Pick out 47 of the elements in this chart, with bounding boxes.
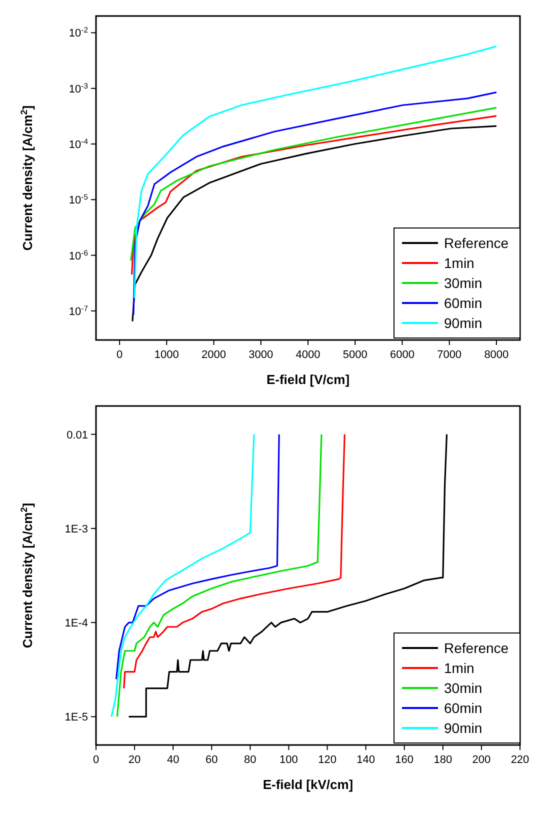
x-tick-label: 0 <box>92 754 100 766</box>
x-tick-label: 80 <box>244 754 256 766</box>
legend-label: 90min <box>444 315 482 331</box>
x-tick-label: 5000 <box>342 349 368 361</box>
y-tick-label: 0.01 <box>66 429 88 442</box>
y-tick-label: 10$^{-3}$ <box>68 80 88 96</box>
legend-label: 90min <box>444 720 482 736</box>
legend-label: 30min <box>444 275 482 291</box>
x-tick-label: 160 <box>395 754 414 766</box>
legend-label: 30min <box>444 680 482 696</box>
legend-label: 1min <box>444 660 474 676</box>
line-series <box>123 434 346 690</box>
x-tick-label: 60 <box>206 754 218 766</box>
x-tick-label: 140 <box>356 754 375 766</box>
y-tick-label: 10$^{-4}$ <box>68 136 89 152</box>
x-tick-label: 200 <box>472 754 491 766</box>
x-tick-label: 1000 <box>154 349 179 361</box>
y-tick-label: 10$^{-5}$ <box>68 192 88 207</box>
y-tick-label: 1E-4 <box>64 618 88 630</box>
x-tick-label: 120 <box>318 754 336 766</box>
legend-label: 60min <box>444 295 482 311</box>
x-axis-title: E-field [kV/cm] <box>262 777 354 792</box>
x-tick-label: 4000 <box>296 349 320 361</box>
line-series <box>116 434 322 718</box>
x-tick-label: 220 <box>510 754 530 766</box>
x-tick-label: 40 <box>166 754 180 766</box>
line-series <box>115 434 280 680</box>
x-tick-label: 100 <box>280 754 298 766</box>
y-tick-label: 10$^{-2}$ <box>68 25 88 40</box>
x-tick-label: 3000 <box>248 349 274 361</box>
legend-label: Reference <box>444 235 509 251</box>
legend-label: 1min <box>444 255 474 271</box>
x-tick-label: 0 <box>116 349 123 361</box>
y-tick-label: 1E-5 <box>64 712 88 724</box>
y-tick-label: 10$^{-6}$ <box>68 248 88 262</box>
y-tick-label: 10$^{-7}$ <box>68 303 88 318</box>
legend-label: 60min <box>444 700 482 716</box>
x-tick-label: 2000 <box>202 349 226 361</box>
line-series <box>110 434 255 718</box>
x-tick-label: 180 <box>434 754 452 766</box>
x-axis-title: E-field [V/cm] <box>266 372 350 387</box>
x-tick-label: 7000 <box>437 349 462 361</box>
y-tick-label: 1E-3 <box>64 523 88 536</box>
x-tick-label: 20 <box>128 754 141 766</box>
x-tick-label: 8000 <box>484 349 509 361</box>
legend-label: Reference <box>444 640 509 656</box>
x-tick-label: 6000 <box>390 349 414 361</box>
